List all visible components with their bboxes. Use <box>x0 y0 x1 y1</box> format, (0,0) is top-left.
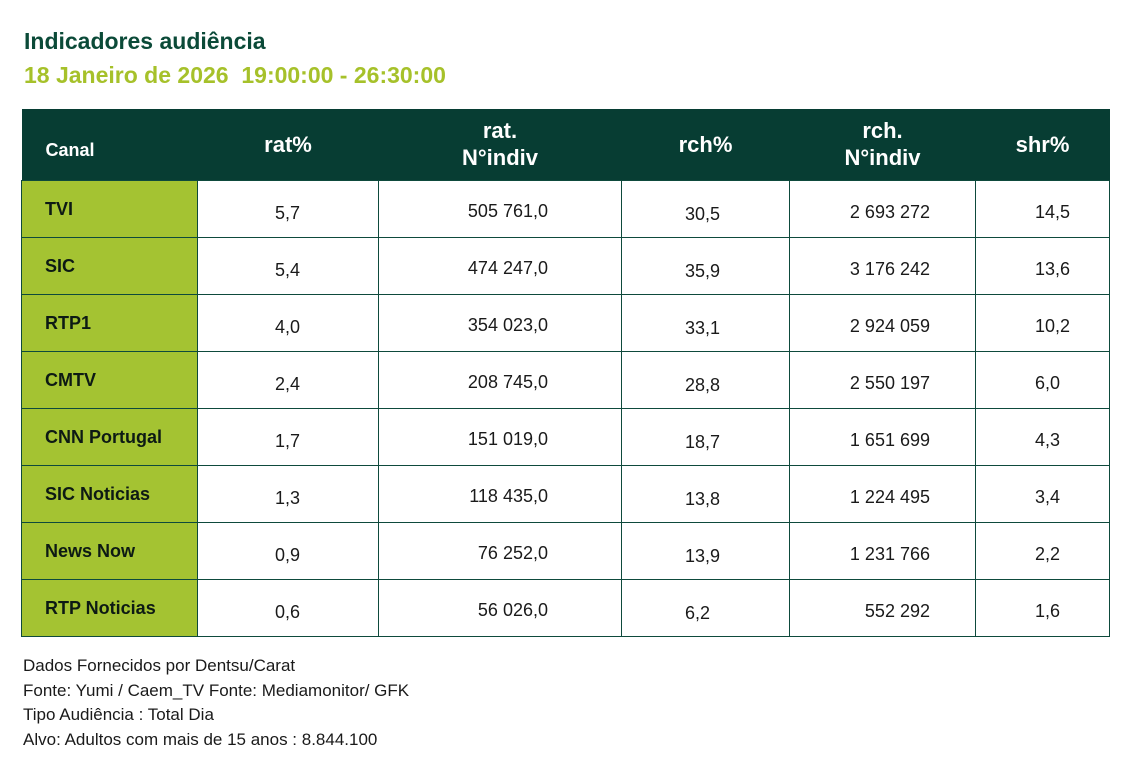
column-header-rat-pct: rat% <box>264 131 312 157</box>
table-body: TVI 5,7 505 761,0 30,5 2 693 272 14,5 SI… <box>21 179 1110 637</box>
shr-pct-cell: 4,3 <box>975 407 1110 466</box>
shr-pct-cell: 1,6 <box>975 578 1110 637</box>
table-row: SIC 5,4 474 247,0 35,9 3 176 242 13,6 <box>21 236 1110 295</box>
table-row: CNN Portugal 1,7 151 019,0 18,7 1 651 69… <box>21 407 1110 466</box>
rat-pct-cell: 4,0 <box>197 293 379 352</box>
table-row: TVI 5,7 505 761,0 30,5 2 693 272 14,5 <box>21 179 1110 238</box>
shr-pct-cell: 6,0 <box>975 350 1110 409</box>
rch-indiv-cell: 552 292 <box>789 578 976 637</box>
audience-table: Canal rat% rat. N°indiv rch% rch. N°indi… <box>21 109 1110 637</box>
rch-indiv-cell: 2 693 272 <box>789 179 976 238</box>
table-row: News Now 0,9 76 252,0 13,9 1 231 766 2,2 <box>21 521 1110 580</box>
column-header-rch-indiv-line1: rch. <box>862 118 903 144</box>
column-header-rch-indiv: rch. N°indiv <box>790 109 976 180</box>
column-header-rat-indiv-line1: rat. <box>482 118 518 144</box>
rch-pct-cell: 30,5 <box>621 179 790 238</box>
rch-pct-cell: 13,9 <box>621 521 790 580</box>
rch-pct-cell: 18,7 <box>621 407 790 466</box>
rat-indiv-cell: 354 023,0 <box>378 293 622 352</box>
rat-indiv-cell: 118 435,0 <box>378 464 622 523</box>
shr-pct-cell: 14,5 <box>975 179 1110 238</box>
rat-indiv-cell: 208 745,0 <box>378 350 622 409</box>
column-header-rch-pct: rch% <box>678 131 733 157</box>
table-row: RTP1 4,0 354 023,0 33,1 2 924 059 10,2 <box>21 293 1110 352</box>
table-header-row: Canal rat% rat. N°indiv rch% rch. N°indi… <box>21 109 1110 180</box>
rat-pct-cell: 5,7 <box>197 179 379 238</box>
rch-pct-cell: 35,9 <box>621 236 790 295</box>
footer-notes: Dados Fornecidos por Dentsu/Carat Fonte:… <box>23 654 409 752</box>
rch-indiv-cell: 1 651 699 <box>789 407 976 466</box>
channel-name: RTP Noticias <box>21 578 198 637</box>
shr-pct-cell: 2,2 <box>975 521 1110 580</box>
channel-name: SIC <box>21 236 198 295</box>
channel-name: CNN Portugal <box>21 407 198 466</box>
rat-pct-cell: 5,4 <box>197 236 379 295</box>
channel-name: RTP1 <box>21 293 198 352</box>
column-header-rch-indiv-line2: N°indiv <box>844 145 921 171</box>
channel-name: CMTV <box>21 350 198 409</box>
rch-indiv-cell: 1 224 495 <box>789 464 976 523</box>
column-header-rat-indiv: rat. N°indiv <box>379 109 622 180</box>
footer-target: Alvo: Adultos com mais de 15 anos : 8.84… <box>23 729 378 749</box>
column-header-rat-indiv-line2: N°indiv <box>461 145 539 171</box>
channel-name: SIC Noticias <box>21 464 198 523</box>
rat-pct-cell: 1,3 <box>197 464 379 523</box>
rat-indiv-cell: 56 026,0 <box>378 578 622 637</box>
channel-name: TVI <box>21 179 198 238</box>
rch-pct-cell: 6,2 <box>621 578 790 637</box>
rat-indiv-cell: 474 247,0 <box>378 236 622 295</box>
rat-pct-cell: 1,7 <box>197 407 379 466</box>
rch-pct-cell: 13,8 <box>621 464 790 523</box>
table-row: RTP Noticias 0,6 56 026,0 6,2 552 292 1,… <box>21 578 1110 637</box>
rat-pct-cell: 2,4 <box>197 350 379 409</box>
column-header-canal: Canal <box>45 139 95 160</box>
rch-indiv-cell: 2 924 059 <box>789 293 976 352</box>
footer-source-line: Fonte: Yumi / Caem_TV Fonte: Mediamonito… <box>23 680 410 700</box>
footer-source-line: Dados Fornecidos por Dentsu/Carat <box>23 656 296 675</box>
footer-audience-type: Tipo Audiência : Total Dia <box>23 705 214 724</box>
rch-indiv-cell: 3 176 242 <box>789 236 976 295</box>
channel-name: News Now <box>21 521 198 580</box>
rch-pct-cell: 33,1 <box>621 293 790 352</box>
rch-indiv-cell: 2 550 197 <box>789 350 976 409</box>
shr-pct-cell: 3,4 <box>975 464 1110 523</box>
shr-pct-cell: 10,2 <box>975 293 1110 352</box>
table-row: SIC Noticias 1,3 118 435,0 13,8 1 224 49… <box>21 464 1110 523</box>
page-subtitle: 18 Janeiro de 2026 19:00:00 - 26:30:00 <box>24 62 446 88</box>
rat-indiv-cell: 151 019,0 <box>378 407 622 466</box>
rch-pct-cell: 28,8 <box>621 350 790 409</box>
table-row: CMTV 2,4 208 745,0 28,8 2 550 197 6,0 <box>21 350 1110 409</box>
table-header: Canal rat% rat. N°indiv rch% rch. N°indi… <box>21 109 1110 180</box>
rat-indiv-cell: 76 252,0 <box>378 521 622 580</box>
rat-pct-cell: 0,6 <box>197 578 379 637</box>
column-header-shr-pct: shr% <box>1015 131 1070 157</box>
page-title: Indicadores audiência <box>24 28 266 54</box>
shr-pct-cell: 13,6 <box>975 236 1110 295</box>
rat-indiv-cell: 505 761,0 <box>378 179 622 238</box>
rch-indiv-cell: 1 231 766 <box>789 521 976 580</box>
rat-pct-cell: 0,9 <box>197 521 379 580</box>
